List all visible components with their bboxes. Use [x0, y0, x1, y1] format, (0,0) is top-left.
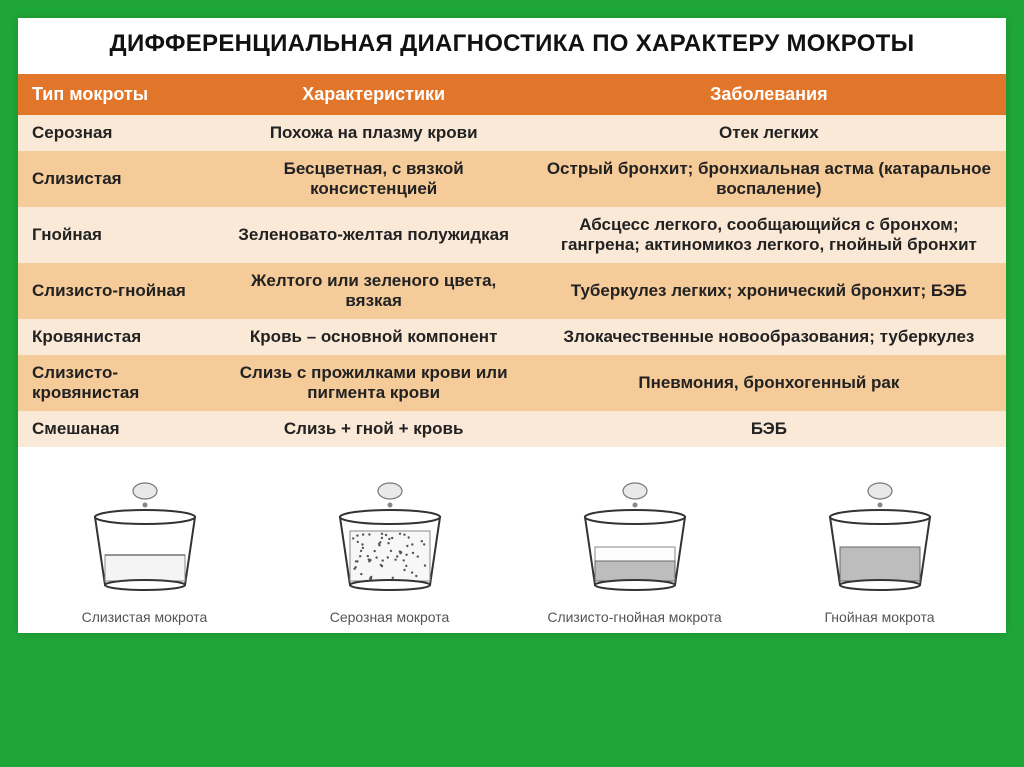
page-title: ДИФФЕРЕНЦИАЛЬНАЯ ДИАГНОСТИКА ПО ХАРАКТЕР…: [18, 18, 1006, 74]
table-row: Слизисто-кровянистаяСлизь с прожилками к…: [18, 355, 1006, 411]
cell-disease: Туберкулез легких; хронический бронхит; …: [532, 263, 1006, 319]
cell-char: Слизь + гной + кровь: [216, 411, 532, 447]
cell-disease: Острый бронхит; бронхиальная астма (ката…: [532, 151, 1006, 207]
table-row: СлизистаяБесцветная, с вязкой консистенц…: [18, 151, 1006, 207]
cell-char: Кровь – основной компонент: [216, 319, 532, 355]
cell-type: Слизисто-кровянистая: [18, 355, 216, 411]
column-header: Тип мокроты: [18, 74, 216, 115]
cup-caption: Гнойная мокрота: [757, 609, 1002, 625]
cell-char: Бесцветная, с вязкой консистенцией: [216, 151, 532, 207]
cell-char: Похожа на плазму крови: [216, 115, 532, 151]
cell-type: Серозная: [18, 115, 216, 151]
cell-type: Слизисто-гнойная: [18, 263, 216, 319]
table-row: ГнойнаяЗеленовато-желтая полужидкаяАбсце…: [18, 207, 1006, 263]
cell-disease: БЭБ: [532, 411, 1006, 447]
illustration-row: Слизистая мокрота Серозная мокрота Слизи…: [18, 447, 1006, 633]
cell-disease: Абсцесс легкого, сообщающийся с бронхом;…: [532, 207, 1006, 263]
cell-disease: Злокачественные новообразования; туберку…: [532, 319, 1006, 355]
cell-disease: Отек легких: [532, 115, 1006, 151]
cell-type: Кровянистая: [18, 319, 216, 355]
cell-char: Желтого или зеленого цвета, вязкая: [216, 263, 532, 319]
cell-type: Слизистая: [18, 151, 216, 207]
cup-illustration: Слизисто-гнойная мокрота: [512, 455, 757, 625]
column-header: Заболевания: [532, 74, 1006, 115]
table-row: КровянистаяКровь – основной компонентЗло…: [18, 319, 1006, 355]
column-header: Характеристики: [216, 74, 532, 115]
cell-type: Гнойная: [18, 207, 216, 263]
cell-char: Зеленовато-желтая полужидкая: [216, 207, 532, 263]
cup-illustration: Гнойная мокрота: [757, 455, 1002, 625]
table-row: СмешанаяСлизь + гной + кровьБЭБ: [18, 411, 1006, 447]
table-row: Слизисто-гнойнаяЖелтого или зеленого цве…: [18, 263, 1006, 319]
table-row: СерознаяПохожа на плазму кровиОтек легки…: [18, 115, 1006, 151]
sputum-table: Тип мокротыХарактеристикиЗаболевания Сер…: [18, 74, 1006, 447]
cell-type: Смешаная: [18, 411, 216, 447]
main-panel: ДИФФЕРЕНЦИАЛЬНАЯ ДИАГНОСТИКА ПО ХАРАКТЕР…: [18, 18, 1006, 633]
cell-char: Слизь с прожилками крови или пигмента кр…: [216, 355, 532, 411]
cup-caption: Серозная мокрота: [267, 609, 512, 625]
cup-caption: Слизисто-гнойная мокрота: [512, 609, 757, 625]
cell-disease: Пневмония, бронхогенный рак: [532, 355, 1006, 411]
cup-caption: Слизистая мокрота: [22, 609, 267, 625]
table-header: Тип мокротыХарактеристикиЗаболевания: [18, 74, 1006, 115]
cup-illustration: Серозная мокрота: [267, 455, 512, 625]
table-body: СерознаяПохожа на плазму кровиОтек легки…: [18, 115, 1006, 447]
cup-illustration: Слизистая мокрота: [22, 455, 267, 625]
